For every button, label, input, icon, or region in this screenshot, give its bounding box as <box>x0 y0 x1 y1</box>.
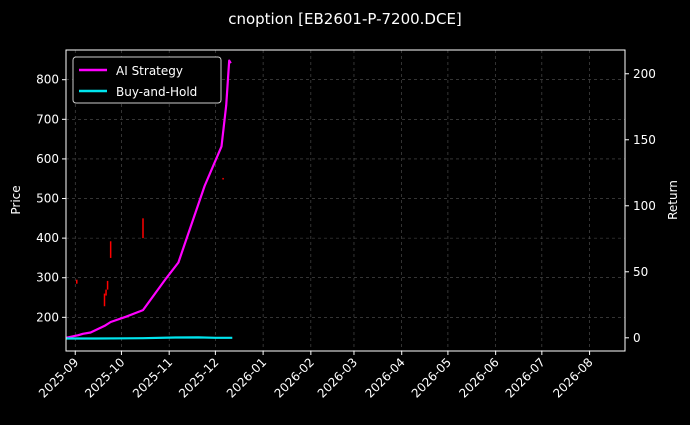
legend-box <box>72 56 222 104</box>
y-axis-label-right: Return <box>666 180 680 220</box>
legend: AI Strategy Buy-and-Hold <box>72 56 222 104</box>
y-tick-label-right: 200 <box>633 67 656 81</box>
chart-title: cnoption [EB2601-P-7200.DCE] <box>228 10 462 28</box>
y-tick-label-left: 300 <box>36 271 59 285</box>
price-marks-layer <box>76 177 224 307</box>
y-tick-label-left: 500 <box>36 192 59 206</box>
y-tick-label-left: 800 <box>36 73 59 87</box>
series-layer <box>65 59 233 340</box>
y-tick-label-left: 700 <box>36 112 59 126</box>
legend-label-buy-and-hold: Buy-and-Hold <box>116 85 197 99</box>
y-tick-label-right: 0 <box>633 331 641 345</box>
y-tick-label-left: 200 <box>36 310 59 324</box>
y-tick-label-right: 100 <box>633 199 656 213</box>
y-tick-label-right: 150 <box>633 133 656 147</box>
series-line-buy-and-hold <box>66 336 233 340</box>
y-tick-label-left: 600 <box>36 152 59 166</box>
y-axis-label-left: Price <box>9 185 23 214</box>
series-line-ai-strategy <box>65 59 232 339</box>
legend-label-ai-strategy: AI Strategy <box>116 64 183 78</box>
y-tick-label-right: 50 <box>633 265 648 279</box>
plot-frame <box>65 49 626 352</box>
y-tick-label-left: 400 <box>36 231 59 245</box>
